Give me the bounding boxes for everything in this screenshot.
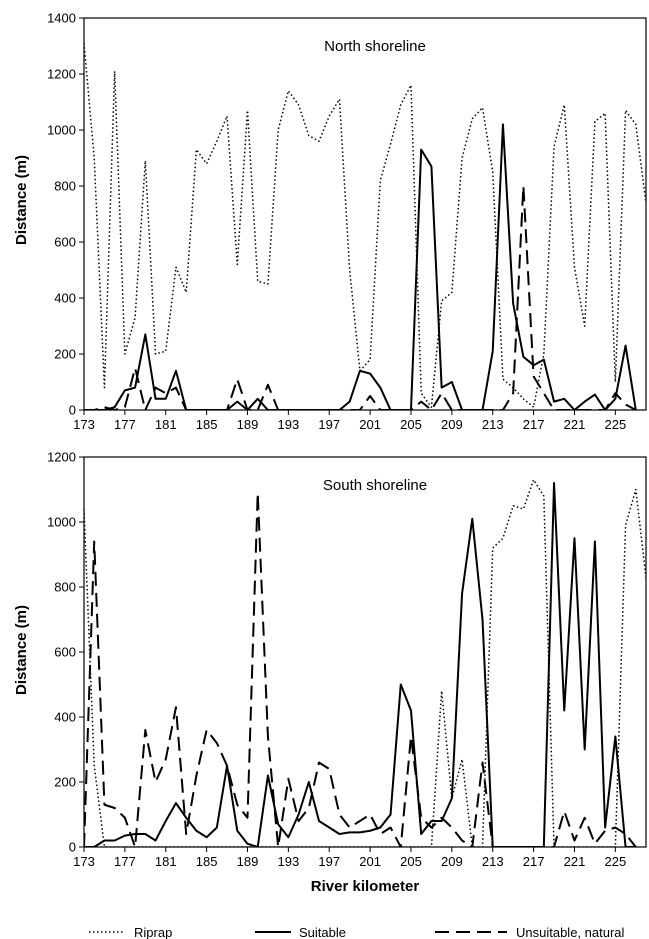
x-tick-label: 201 [359, 417, 381, 432]
north-shoreline-panel: North shoreline Distance (m) 0 200 400 600 8… [13, 11, 647, 432]
x-tick-label: 181 [155, 854, 177, 869]
plot-frame [83, 17, 647, 411]
y-tick-label: 1400 [47, 11, 76, 26]
series-line-unsuitable-natural [84, 491, 637, 847]
south-y-axis-title: Distance (m) [13, 605, 30, 695]
x-tick-label: 209 [441, 417, 463, 432]
x-tick-label: 181 [155, 417, 177, 432]
x-tick-label: 217 [523, 854, 545, 869]
x-axis-title: River kilometer [311, 878, 420, 895]
legend-label-riprap: Riprap [134, 925, 172, 939]
legend: Riprap Suitable Unsuitable, natural [89, 925, 625, 939]
y-tick-label: 0 [69, 403, 76, 418]
x-tick-label: 193 [278, 417, 300, 432]
x-tick-label: 173 [73, 854, 95, 869]
x-tick-label: 205 [400, 854, 422, 869]
y-tick-label: 0 [69, 840, 76, 855]
x-tick-label: 209 [441, 854, 463, 869]
x-tick-label: 197 [318, 854, 340, 869]
y-tick-label: 1000 [47, 123, 76, 138]
legend-label-unsuitable-natural: Unsuitable, natural [516, 925, 625, 939]
y-tick-label: 1200 [47, 67, 76, 82]
x-tick-label: 189 [237, 854, 259, 869]
x-tick-label: 197 [318, 417, 340, 432]
series-line-unsuitable-natural [84, 185, 637, 410]
x-tick-label: 173 [73, 417, 95, 432]
series-line-suitable [84, 123, 637, 410]
x-tick-label: 205 [400, 417, 422, 432]
y-tick-label: 400 [54, 710, 76, 725]
y-tick-label: 200 [54, 347, 76, 362]
y-tick-label: 600 [54, 645, 76, 660]
x-tick-label: 177 [114, 854, 136, 869]
x-tick-label: 225 [604, 854, 626, 869]
south-panel-title: South shoreline [323, 477, 427, 494]
y-tick-label: 1000 [47, 515, 76, 530]
north-y-axis-title: Distance (m) [13, 155, 30, 245]
x-tick-label: 221 [564, 854, 586, 869]
x-tick-label: 213 [482, 854, 504, 869]
y-tick-label: 800 [54, 580, 76, 595]
x-tick-label: 185 [196, 854, 218, 869]
north-panel-title: North shoreline [324, 38, 426, 55]
y-tick-label: 1200 [47, 450, 76, 465]
x-tick-label: 217 [523, 417, 545, 432]
series-line-suitable [84, 482, 636, 847]
x-tick-label: 221 [564, 417, 586, 432]
x-tick-label: 185 [196, 417, 218, 432]
x-tick-label: 193 [278, 854, 300, 869]
y-tick-label: 800 [54, 179, 76, 194]
y-tick-label: 600 [54, 235, 76, 250]
y-tick-label: 200 [54, 775, 76, 790]
x-tick-label: 177 [114, 417, 136, 432]
south-shoreline-panel: South shoreline Distance (m) River kilom… [13, 450, 647, 895]
x-tick-label: 213 [482, 417, 504, 432]
series-line-riprap [84, 43, 646, 408]
x-tick-label: 189 [237, 417, 259, 432]
x-tick-label: 225 [604, 417, 626, 432]
y-tick-label: 400 [54, 291, 76, 306]
x-tick-label: 201 [359, 854, 381, 869]
legend-label-suitable: Suitable [299, 925, 346, 939]
